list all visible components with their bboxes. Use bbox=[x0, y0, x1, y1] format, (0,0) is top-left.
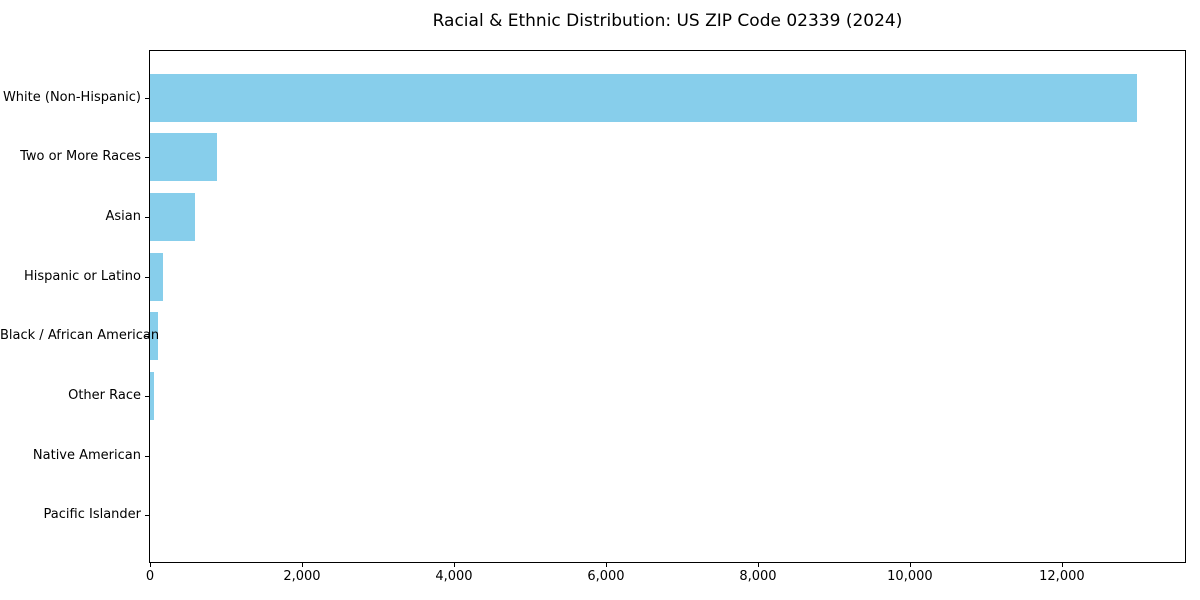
y-tick-label: Hispanic or Latino bbox=[23, 268, 141, 284]
y-tick-mark bbox=[145, 217, 149, 218]
y-tick-mark bbox=[145, 336, 149, 337]
x-tick-label: 8,000 bbox=[739, 569, 777, 584]
y-tick-mark bbox=[145, 515, 149, 516]
y-tick-mark bbox=[145, 396, 149, 397]
bar-black-african-american bbox=[150, 312, 158, 361]
x-tick-mark bbox=[758, 563, 759, 567]
y-tick-mark bbox=[145, 98, 149, 99]
x-tick-label: 4,000 bbox=[435, 569, 473, 584]
y-tick-label: Other Race bbox=[68, 387, 141, 403]
y-tick-label: Asian bbox=[105, 209, 141, 225]
y-tick-label: Native American bbox=[32, 447, 141, 463]
x-tick-mark bbox=[302, 563, 303, 567]
bar-two-or-more-races bbox=[150, 133, 217, 182]
x-tick-label: 2,000 bbox=[283, 569, 321, 584]
y-tick-mark bbox=[145, 277, 149, 278]
x-tick-label: 10,000 bbox=[887, 569, 933, 584]
y-tick-label: Black / African American bbox=[0, 328, 160, 344]
y-tick-label: Pacific Islander bbox=[43, 507, 141, 523]
bar-asian bbox=[150, 193, 195, 242]
x-tick-label: 12,000 bbox=[1039, 569, 1085, 584]
x-tick-mark bbox=[910, 563, 911, 567]
x-tick-mark bbox=[1062, 563, 1063, 567]
bar-hispanic-or-latino bbox=[150, 252, 164, 301]
y-tick-label: White (Non-Hispanic) bbox=[2, 89, 141, 105]
y-tick-mark bbox=[145, 456, 149, 457]
x-tick-mark bbox=[606, 563, 607, 567]
x-tick-label: 0 bbox=[145, 569, 155, 584]
bar-other-race bbox=[150, 371, 154, 420]
x-tick-label: 6,000 bbox=[587, 569, 625, 584]
bar-white-non-hispanic bbox=[150, 73, 1138, 122]
plot-area bbox=[149, 50, 1186, 563]
y-tick-label: Two or More Races bbox=[20, 149, 141, 165]
chart-title: Racial & Ethnic Distribution: US ZIP Cod… bbox=[432, 11, 903, 31]
x-tick-mark bbox=[454, 563, 455, 567]
x-tick-mark bbox=[150, 563, 151, 567]
y-tick-mark bbox=[145, 157, 149, 158]
